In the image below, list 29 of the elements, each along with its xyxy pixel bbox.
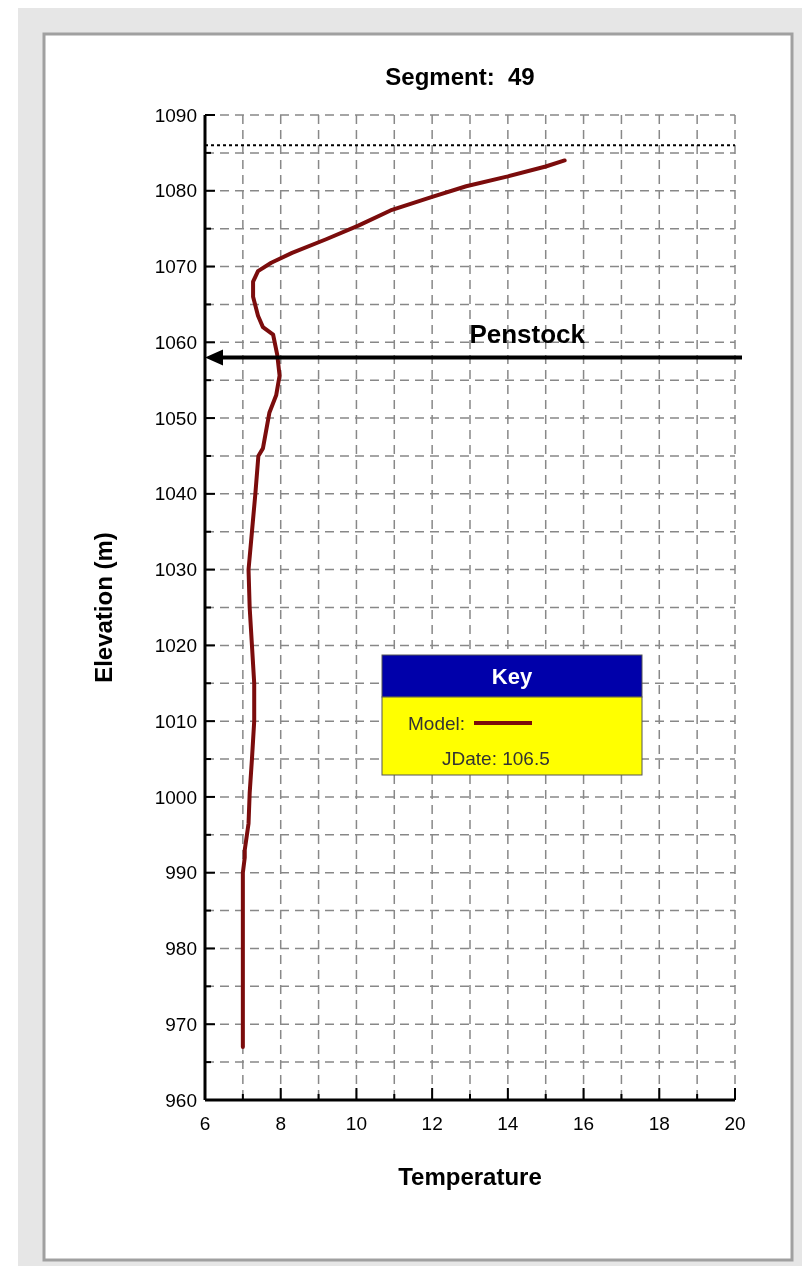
y-tick-label: 990 xyxy=(165,862,197,884)
x-axis-title: Temperature xyxy=(398,1163,542,1190)
legend-label: Model: xyxy=(408,713,466,734)
y-tick-label: 1010 xyxy=(154,710,197,732)
x-tick-label: 16 xyxy=(573,1113,595,1134)
y-tick-label: 1020 xyxy=(154,635,197,657)
x-tick-label: 14 xyxy=(497,1113,519,1134)
y-tick-label: 1000 xyxy=(154,786,197,808)
y-tick-label: 1030 xyxy=(154,559,197,581)
legend-title: Key xyxy=(491,664,533,689)
y-tick-label: 1060 xyxy=(154,331,197,353)
annotation: JDate: 106.5 xyxy=(442,748,550,769)
chart-title: Segment: 49 xyxy=(385,63,535,90)
y-tick-label: 980 xyxy=(165,938,197,960)
y-tick-label: 1070 xyxy=(154,256,197,278)
y-tick-label: 960 xyxy=(165,1089,197,1111)
y-axis-title: Elevation (m) xyxy=(90,532,117,683)
ref-line-label: Penstock xyxy=(469,319,586,350)
y-tick-label: 1050 xyxy=(154,407,197,429)
y-tick-label: 1080 xyxy=(154,180,197,202)
x-tick-label: 8 xyxy=(275,1113,286,1134)
x-tick-label: 18 xyxy=(648,1113,670,1134)
x-tick-label: 12 xyxy=(421,1113,443,1134)
y-tick-label: 1090 xyxy=(154,104,197,126)
y-tick-label: 970 xyxy=(165,1013,197,1035)
y-tick-label: 1040 xyxy=(154,483,197,505)
x-tick-label: 6 xyxy=(199,1113,211,1134)
x-tick-label: 10 xyxy=(345,1113,367,1134)
x-tick-label: 20 xyxy=(724,1113,746,1134)
